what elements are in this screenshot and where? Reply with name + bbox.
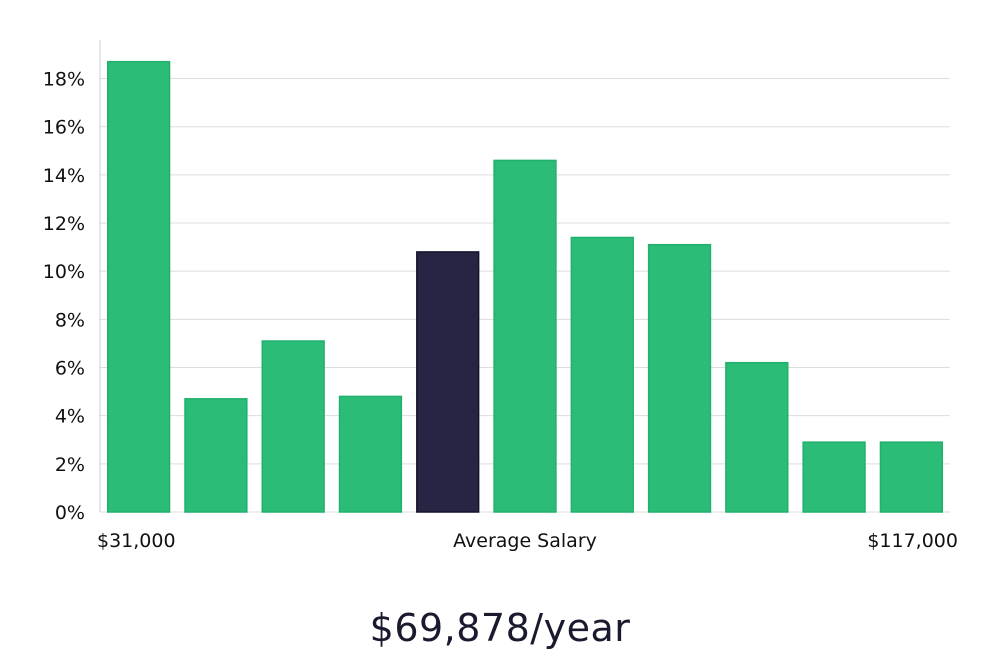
- y-tick-label: 8%: [55, 309, 85, 331]
- bar: [725, 361, 789, 513]
- y-tick-label: 18%: [43, 69, 85, 91]
- y-tick-label: 2%: [55, 454, 85, 476]
- salary-distribution-chart: 0% 2% 4% 6% 8% 10% 12% 14% 16% 18% $31,000 Averag…: [43, 40, 958, 552]
- x-label-average: Average Salary: [453, 530, 597, 552]
- bar: [879, 441, 944, 513]
- y-tick-label: 12%: [43, 213, 85, 235]
- bar: [261, 340, 325, 513]
- y-tick-label: 4%: [55, 406, 85, 428]
- y-tick-label: 10%: [43, 261, 85, 283]
- bars: [106, 60, 944, 513]
- bar: [802, 441, 866, 513]
- y-tick-labels: 0% 2% 4% 6% 8% 10% 12% 14% 16% 18%: [43, 69, 85, 524]
- x-label-max: $117,000: [867, 530, 958, 552]
- bar: [493, 159, 557, 513]
- x-label-min: $31,000: [97, 530, 176, 552]
- bar-average-salary: [416, 251, 480, 513]
- bar: [106, 60, 171, 513]
- average-salary-value: $69,878/year: [369, 606, 631, 650]
- y-tick-label: 0%: [55, 502, 85, 524]
- bar: [647, 243, 712, 513]
- y-tick-label: 16%: [43, 117, 85, 139]
- y-tick-label: 14%: [43, 165, 85, 187]
- bar: [570, 236, 634, 513]
- bar: [184, 398, 248, 513]
- y-tick-label: 6%: [55, 358, 85, 380]
- bar: [338, 395, 403, 513]
